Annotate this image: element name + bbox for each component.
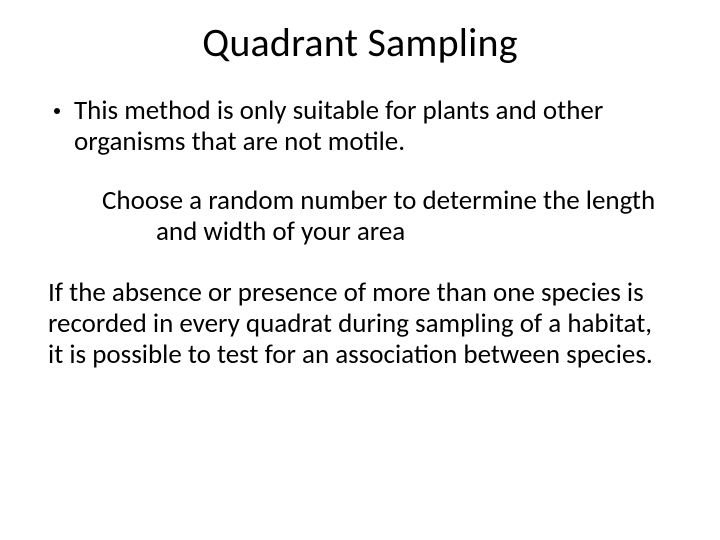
slide-title: Quadrant Sampling: [48, 18, 672, 67]
paragraph-indented: Choose a random number to determine the …: [102, 185, 662, 247]
slide-body: This method is only suitable for plants …: [48, 95, 672, 370]
bullet-text: This method is only suitable for plants …: [74, 95, 672, 157]
paragraph-plain: If the absence or presence of more than …: [48, 277, 668, 370]
bullet-item: This method is only suitable for plants …: [48, 95, 672, 157]
slide: Quadrant Sampling This method is only su…: [0, 0, 720, 540]
bullet-dot-icon: [54, 108, 60, 114]
